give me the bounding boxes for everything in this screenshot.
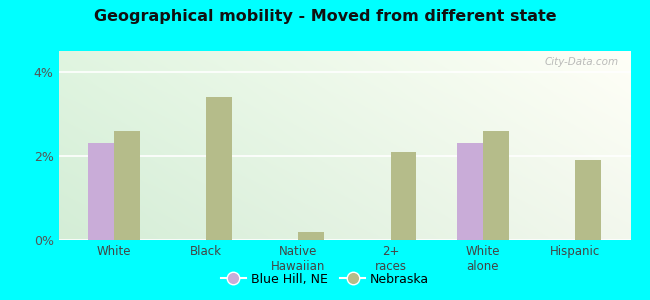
Bar: [88, 143, 114, 240]
Bar: [575, 160, 601, 240]
Text: Geographical mobility - Moved from different state: Geographical mobility - Moved from diffe…: [94, 9, 556, 24]
Bar: [298, 232, 324, 240]
Legend: Blue Hill, NE, Nebraska: Blue Hill, NE, Nebraska: [216, 268, 434, 291]
Bar: [206, 97, 232, 240]
Bar: [114, 131, 140, 240]
Text: City-Data.com: City-Data.com: [545, 57, 619, 67]
Bar: [457, 143, 483, 240]
Bar: [391, 152, 417, 240]
Bar: [483, 131, 509, 240]
